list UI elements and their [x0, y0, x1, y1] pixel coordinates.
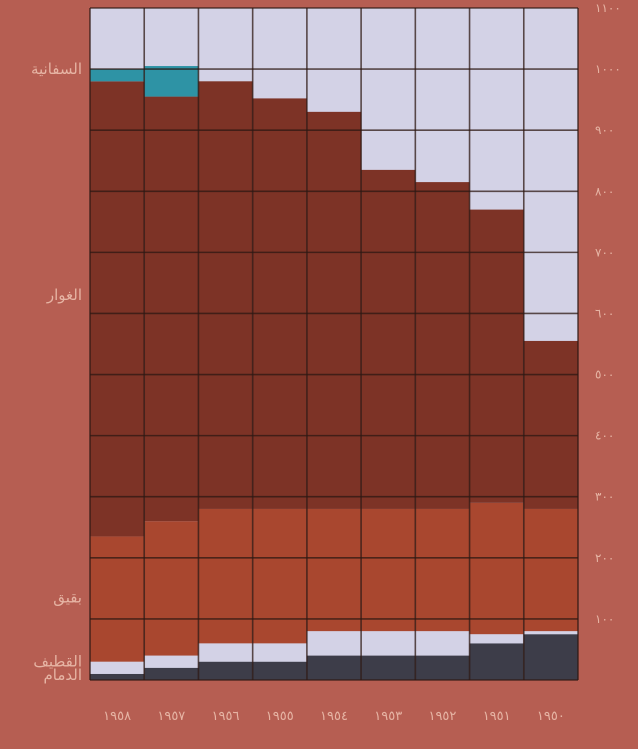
bar-segment-dammam-5 — [361, 655, 416, 680]
bar-segment-abqaiq-1 — [144, 521, 199, 656]
bar-segment-ghawar-5 — [361, 169, 416, 509]
y-tick-labels: ١٠٠ ٢٠٠ ٣٠٠ ٤٠٠ ٥٠٠ ٦٠٠ ٧٠٠ ٨٠٠ ٩٠٠ ١٠٠٠ ١١٠٠ — [595, 1, 621, 626]
bar-segment-dammam-1 — [144, 667, 199, 680]
bar-segment-abqaiq-5 — [361, 508, 416, 632]
bar-segment-ghawar-0 — [90, 81, 145, 537]
y-tick-label: ٨٠٠ — [595, 184, 614, 198]
bar-segment-dammam-7 — [469, 643, 524, 680]
bar-segment-ghawar-6 — [415, 182, 470, 509]
x-tick-label: ١٩٥٧ — [157, 709, 185, 724]
bar-segment-dammam-3 — [252, 661, 307, 680]
series-label: الدمام — [43, 666, 82, 684]
bar-segment-dammam-4 — [306, 655, 362, 680]
bar-segment-qatif-4 — [306, 631, 362, 656]
bar-segment-dammam-6 — [415, 655, 470, 680]
y-tick-label: ٦٠٠ — [595, 306, 614, 320]
bar-segment-dammam-8 — [523, 634, 578, 680]
bar-segment-abqaiq-3 — [252, 508, 307, 644]
bar-segment-abqaiq-0 — [90, 536, 145, 662]
bar-segment-abqaiq-7 — [469, 502, 524, 635]
bar-segment-ghawar-2 — [198, 81, 253, 509]
x-tick-label: ١٩٥٠ — [537, 709, 565, 724]
bar-segment-ghawar-7 — [469, 209, 524, 503]
bar-segment-qatif-8 — [523, 631, 578, 635]
x-tick-label: ١٩٥٣ — [374, 709, 402, 724]
y-tick-label: ٤٠٠ — [595, 429, 614, 443]
bar-segment-abqaiq-8 — [523, 508, 578, 632]
bar-segment-safaniya-0 — [90, 69, 145, 82]
y-tick-label: ٧٠٠ — [595, 245, 614, 259]
bar-segment-dammam-0 — [90, 673, 145, 680]
bar-segment-qatif-5 — [361, 631, 416, 656]
bar-segment-ghawar-3 — [252, 98, 307, 509]
series-label: بقيق — [53, 589, 82, 607]
series-label: السفانية — [31, 60, 82, 78]
bar-segment-ghawar-4 — [306, 111, 362, 509]
x-tick-label: ١٩٥١ — [483, 709, 511, 724]
series-label: القطيف — [33, 653, 82, 671]
x-tick-labels: ١٩٥٨ ١٩٥٧ ١٩٥٦ ١٩٥٥ ١٩٥٤ ١٩٥٣ ١٩٥٢ ١٩٥١ ١٩٥٠ — [103, 709, 565, 724]
bar-segment-qatif-3 — [252, 643, 307, 662]
bar-segment-abqaiq-6 — [415, 508, 470, 632]
x-tick-label: ١٩٥٥ — [266, 709, 294, 724]
x-tick-label: ١٩٥٦ — [212, 709, 240, 724]
bar-segment-ghawar-1 — [144, 96, 199, 522]
series-label: الغوار — [46, 286, 82, 304]
y-tick-label: ١٠٠ — [595, 612, 614, 626]
bar-segment-qatif-6 — [415, 631, 470, 656]
y-tick-label: ٩٠٠ — [595, 123, 614, 137]
bar-segment-qatif-0 — [90, 661, 145, 674]
bar-segment-ghawar-8 — [523, 340, 578, 509]
bar-segment-abqaiq-4 — [306, 508, 362, 632]
y-tick-label: ١٠٠٠ — [595, 62, 621, 76]
x-tick-label: ١٩٥٤ — [320, 709, 348, 724]
grid-layer — [89, 7, 579, 681]
bar-segment-safaniya-1 — [144, 66, 199, 97]
y-tick-label: ٥٠٠ — [595, 368, 614, 382]
bar-segment-dammam-2 — [198, 661, 253, 680]
y-tick-label: ٢٠٠ — [595, 551, 614, 565]
bar-segment-qatif-7 — [469, 634, 524, 644]
bar-segment-qatif-2 — [198, 643, 253, 662]
y-tick-label: ٣٠٠ — [595, 490, 614, 504]
x-tick-label: ١٩٥٨ — [103, 709, 131, 724]
bar-segment-qatif-1 — [144, 655, 199, 668]
bar-segment-abqaiq-2 — [198, 508, 253, 644]
y-tick-label: ١١٠٠ — [595, 1, 621, 15]
x-tick-label: ١٩٥٢ — [428, 709, 456, 724]
